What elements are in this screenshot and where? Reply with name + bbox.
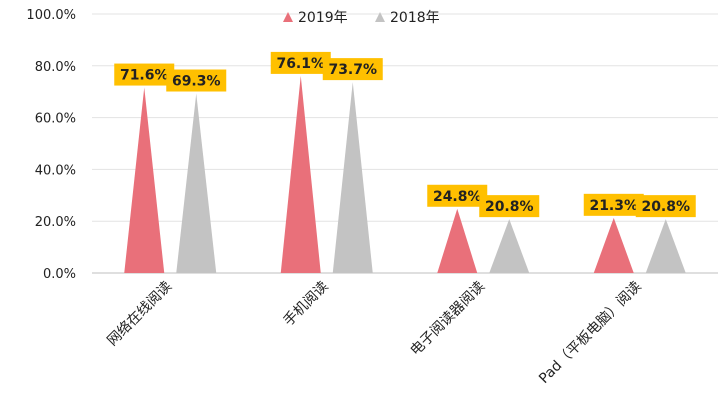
data-label: 20.8%: [485, 199, 534, 215]
data-label-box: [583, 193, 644, 216]
data-label: 71.6%: [120, 68, 169, 84]
x-axis: 网络在线阅读 手机阅读 电子阅读器阅读 Pad（平板电脑）阅读: [104, 278, 645, 387]
y-tick-label: 60.0%: [35, 112, 76, 127]
data-label: 20.8%: [641, 199, 690, 215]
data-labels: 71.6% 69.3%76.1% 73.7%24.8%20.8% 21.3% 20.8%: [114, 51, 696, 218]
data-label: 76.1%: [276, 56, 325, 72]
triangle-mark: [437, 208, 478, 273]
x-tick-label: 电子阅读器阅读: [407, 278, 488, 359]
data-label: 21.3%: [589, 198, 638, 214]
data-label-box: [635, 195, 696, 218]
data-label-box: [322, 58, 383, 81]
legend: 2019年 2018年: [283, 10, 440, 26]
data-label-box: [270, 51, 331, 74]
data-label-box: [166, 69, 227, 92]
triangle-mark: [124, 87, 165, 273]
y-tick-label: 100.0%: [26, 8, 76, 23]
y-tick-label: 20.0%: [35, 215, 76, 230]
triangle-mark: [332, 82, 373, 273]
data-label: 24.8%: [433, 189, 482, 205]
y-tick-label: 80.0%: [35, 60, 76, 75]
data-label-box: [479, 195, 540, 218]
data-label-box: [114, 63, 175, 86]
data-label: 69.3%: [172, 74, 221, 90]
data-label: 73.7%: [328, 62, 377, 78]
chart-marks: [124, 75, 686, 273]
legend-label: 2019年: [298, 10, 348, 26]
triangle-mark: [176, 93, 217, 273]
y-axis: 0.0% 20.0% 40.0% 60.0% 80.0% 100.0%: [26, 8, 76, 282]
triangle-mark: [645, 219, 686, 273]
data-label-box: [427, 184, 488, 207]
y-tick-label: 0.0%: [43, 267, 76, 282]
legend-marker: [283, 12, 293, 22]
triangle-mark: [280, 75, 321, 273]
triangle-mark: [489, 219, 530, 273]
legend-marker: [375, 12, 385, 22]
x-tick-label: Pad（平板电脑）阅读: [535, 278, 644, 387]
legend-label: 2018年: [390, 10, 440, 26]
x-tick-label: 手机阅读: [280, 278, 332, 330]
triangle-mark: [593, 217, 634, 273]
x-tick-label: 网络在线阅读: [104, 278, 175, 349]
y-tick-label: 40.0%: [35, 163, 76, 178]
